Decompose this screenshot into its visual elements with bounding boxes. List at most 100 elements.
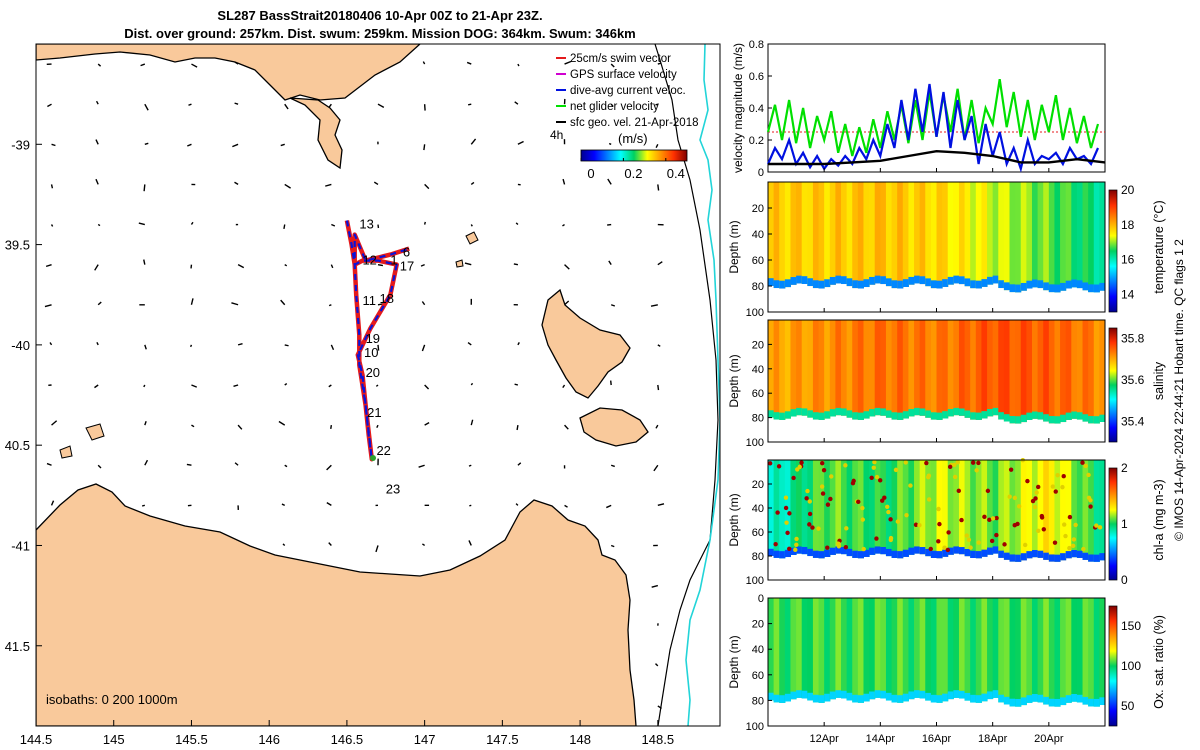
colorbar-tick-label: 2 — [1121, 461, 1128, 475]
velocity-ytick-label: 0 — [758, 167, 764, 179]
chla-sample — [820, 491, 826, 496]
bottom-layer-cell — [891, 280, 898, 289]
section-cell — [942, 182, 949, 287]
section-cell — [818, 320, 825, 420]
bottom-layer-cell — [897, 412, 904, 420]
bottom-layer-cell — [857, 280, 864, 289]
bottom-layer-cell — [779, 551, 786, 559]
bottom-layer-cell — [1003, 282, 1011, 291]
section-cell — [790, 320, 797, 417]
bottom-layer-cell — [841, 408, 848, 416]
bottom-layer-cell — [902, 411, 909, 419]
section-cell — [1065, 598, 1072, 703]
section-cell — [1026, 182, 1033, 289]
current-vector — [331, 223, 336, 227]
current-vector — [610, 63, 615, 68]
velocity-series-sfc-geo-vel- — [768, 149, 1106, 166]
section-cell — [1076, 598, 1084, 703]
chla-sample — [1088, 504, 1093, 509]
section-cell — [852, 320, 859, 420]
section-cell — [970, 320, 977, 420]
section-cell — [897, 460, 904, 559]
depth-tick-label: 60 — [752, 255, 764, 267]
bottom-layer-cell — [925, 548, 932, 557]
section-cell — [1048, 598, 1055, 707]
chla-sample — [1071, 537, 1077, 542]
colorbar-tick-label: 0.2 — [624, 166, 642, 181]
current-vector — [610, 544, 615, 548]
bottom-layer-cell — [908, 691, 915, 700]
section-cell — [970, 460, 977, 558]
section-cell — [919, 182, 926, 285]
bottom-layer-cell — [824, 549, 831, 557]
section-cell — [829, 598, 836, 700]
section-cell — [897, 320, 904, 420]
section-cell — [897, 182, 904, 289]
chla-sample — [989, 538, 995, 544]
current-vector — [610, 304, 616, 307]
section-cell — [874, 598, 881, 698]
current-vector — [420, 263, 425, 267]
bottom-layer-cell — [987, 691, 994, 700]
chla-sample — [885, 504, 890, 509]
bottom-layer-cell — [790, 691, 797, 700]
bottom-layer-cell — [818, 695, 825, 703]
time-tick-label: 18Apr — [978, 733, 1008, 745]
section-cell — [919, 320, 926, 416]
bottom-layer-cell — [824, 693, 831, 702]
land-small-islands — [59, 231, 479, 459]
chla-sample — [851, 478, 856, 484]
current-vector — [191, 424, 195, 428]
section-cell — [796, 460, 803, 554]
chla-sample — [1052, 540, 1058, 545]
bottom-layer-cell — [863, 279, 870, 288]
current-vector — [655, 143, 659, 148]
bottom-layer-cell — [930, 550, 937, 558]
section-cell — [790, 460, 797, 555]
current-vector — [421, 344, 426, 352]
current-vector — [468, 464, 472, 467]
section-cell — [824, 320, 831, 419]
section-cell — [1037, 320, 1044, 420]
bottom-layer-cell — [981, 549, 988, 557]
current-vector — [50, 224, 54, 227]
section-cell — [1003, 182, 1011, 291]
depth-tick-label: 80 — [752, 281, 764, 293]
bottom-layer-cell — [852, 412, 859, 420]
depth-tick-label: 20 — [752, 619, 764, 631]
chla-sample — [985, 488, 991, 494]
current-vector — [657, 384, 660, 391]
chla-sample — [861, 546, 866, 552]
figure-title-line1: SL287 BassStrait20180406 10-Apr 00Z to 2… — [217, 8, 543, 23]
colorbar-tick-label: 35.4 — [1121, 414, 1145, 428]
chla-sample — [1097, 525, 1103, 530]
chla-sample — [825, 545, 830, 550]
chla-sample — [1036, 528, 1041, 534]
section-cell — [818, 598, 825, 703]
depth-ylabel: Depth (m) — [727, 354, 741, 407]
section-cell — [835, 320, 842, 416]
current-vector — [140, 63, 146, 67]
bottom-layer-cell — [835, 275, 842, 284]
section-cell — [1054, 460, 1061, 562]
current-vector — [232, 143, 239, 148]
chla-sample — [843, 463, 848, 468]
bottom-layer-cell — [947, 409, 954, 417]
bottom-layer-cell — [779, 695, 786, 703]
section-cell — [1020, 320, 1027, 423]
chla-sample — [888, 517, 893, 522]
current-vector — [516, 425, 519, 431]
bottom-layer-cell — [1020, 414, 1027, 423]
current-vector — [237, 424, 243, 430]
bottom-layer-cell — [1076, 280, 1084, 289]
current-vector — [564, 264, 570, 270]
section-cell — [891, 460, 898, 558]
chla-sample — [1094, 523, 1099, 528]
chla-sample — [820, 461, 825, 466]
section-cell — [1082, 460, 1089, 560]
current-vector — [421, 543, 426, 547]
section-cell — [1082, 320, 1089, 422]
bottom-layer-cell — [768, 548, 775, 556]
section-cell — [829, 182, 836, 285]
map-axes: 144.5 145 145.5 146 146.5 147 147.5 148 148.5 -39… — [5, 137, 674, 747]
